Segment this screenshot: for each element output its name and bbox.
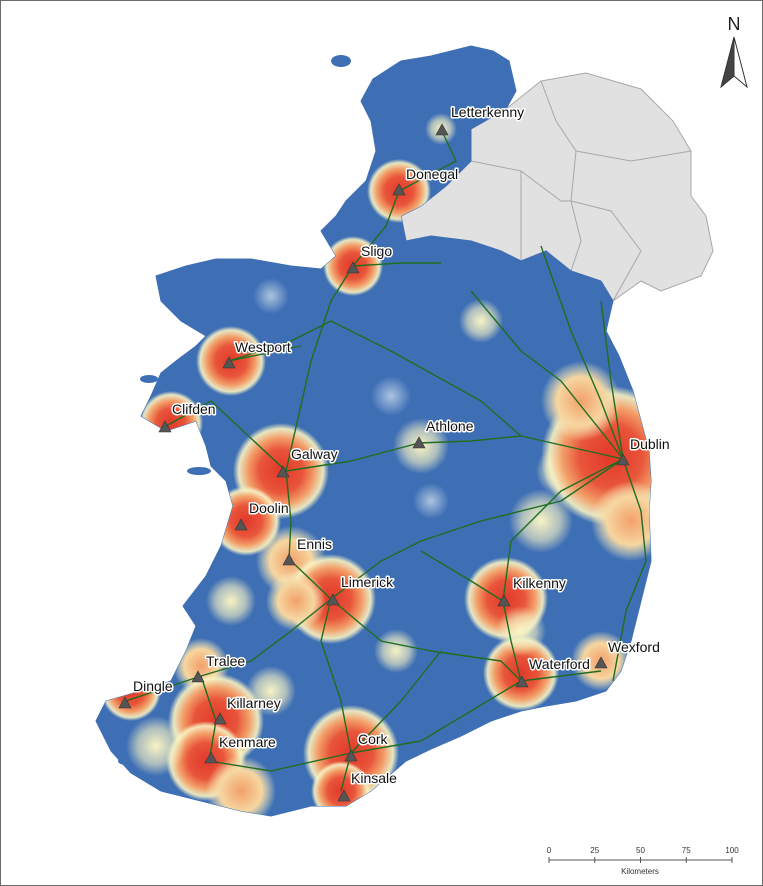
town-marker-icon <box>158 420 172 433</box>
town-marker-icon <box>282 553 296 566</box>
town-marker-icon <box>412 436 426 449</box>
town-label: Cork <box>358 731 389 747</box>
town-labels: Letterkenny Donegal Sligo Westport Clifden At… <box>132 103 672 788</box>
scale-unit-label: Kilometers <box>621 867 659 876</box>
scale-bar: 0 25 50 75 100 Kilometers <box>547 846 739 876</box>
north-arrow: N <box>720 14 748 89</box>
town-marker-icon <box>346 261 360 274</box>
town-marker-icon <box>497 594 511 607</box>
town-label: Galway <box>291 446 338 462</box>
town-label: Kinsale <box>351 770 397 786</box>
town-label: Wexford <box>608 639 660 655</box>
town-markers <box>118 123 630 802</box>
town-label: Letterkenny <box>451 104 524 120</box>
town-label: Tralee <box>206 653 245 669</box>
town-label: Waterford <box>529 656 590 672</box>
scale-tick-label: 25 <box>590 846 599 855</box>
scale-tick-label: 75 <box>682 846 691 855</box>
town-marker-icon <box>515 675 529 688</box>
town-label: Kenmare <box>219 734 276 750</box>
town-marker-icon <box>392 183 406 196</box>
town-marker-icon <box>326 593 340 606</box>
town-label: Athlone <box>426 418 474 434</box>
scale-tick-label: 0 <box>547 846 552 855</box>
town-label: Kilkenny <box>513 575 566 591</box>
town-marker-icon <box>435 123 449 136</box>
town-label: Donegal <box>406 166 458 182</box>
town-marker-icon <box>276 465 290 478</box>
county-borders <box>470 80 692 302</box>
north-arrow-icon-right <box>733 36 748 89</box>
town-marker-icon <box>616 453 630 466</box>
town-label: Ennis <box>297 536 332 552</box>
north-arrow-icon-left <box>720 36 735 89</box>
town-marker-icon <box>344 749 358 762</box>
town-label: Sligo <box>361 243 392 259</box>
town-marker-icon <box>337 789 351 802</box>
scale-tick-label: 50 <box>636 846 645 855</box>
town-marker-icon <box>213 712 227 725</box>
town-label: Westport <box>235 339 291 355</box>
scale-tick-label: 100 <box>725 846 739 855</box>
town-label: Limerick <box>341 574 394 590</box>
town-label: Killarney <box>227 695 281 711</box>
town-marker-icon <box>234 518 248 531</box>
town-marker-icon <box>594 656 608 669</box>
town-label: Clifden <box>172 401 216 417</box>
town-marker-icon <box>118 696 132 709</box>
town-label: Dingle <box>133 678 173 694</box>
town-label: Doolin <box>249 500 289 516</box>
town-marker-icon <box>204 751 218 764</box>
north-label: N <box>728 14 741 34</box>
town-marker-icon <box>222 356 236 369</box>
town-marker-icon <box>191 670 205 683</box>
town-label: Dublin <box>630 436 670 452</box>
